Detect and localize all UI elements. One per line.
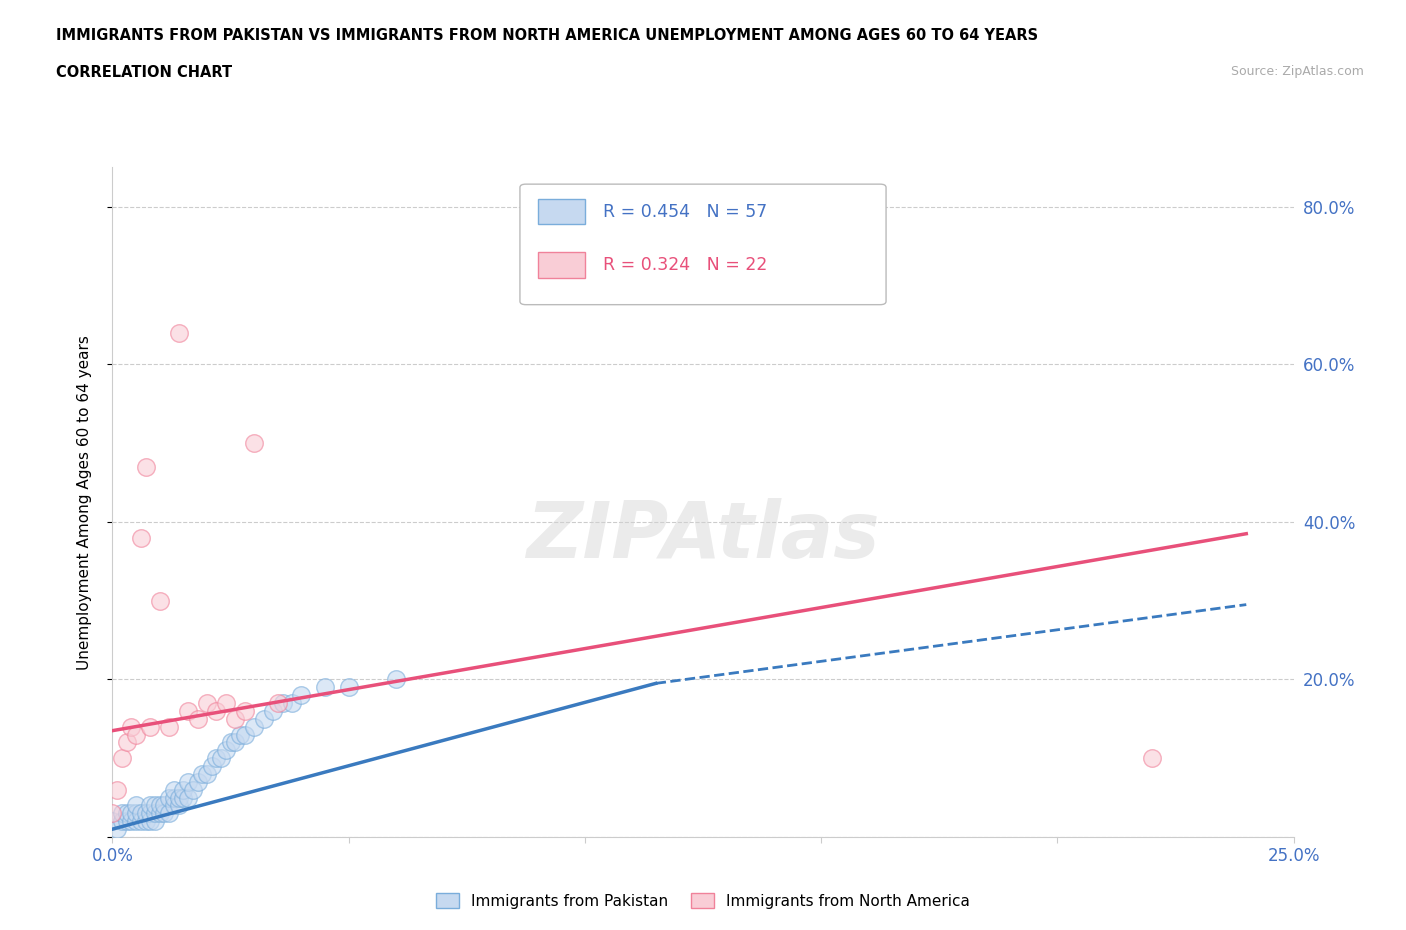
Point — [149, 798, 172, 813]
Point — [157, 790, 180, 805]
Point — [157, 806, 180, 821]
Point — [125, 798, 148, 813]
Point — [115, 806, 138, 821]
Point — [224, 735, 246, 750]
Point — [233, 703, 256, 718]
Point — [186, 711, 208, 726]
Legend: Immigrants from Pakistan, Immigrants from North America: Immigrants from Pakistan, Immigrants fro… — [429, 885, 977, 916]
Point — [243, 435, 266, 450]
Point — [205, 703, 228, 718]
Point — [167, 326, 190, 340]
Point — [115, 814, 138, 829]
Point — [101, 806, 124, 821]
Point — [120, 719, 142, 734]
Point — [111, 751, 134, 765]
Point — [215, 743, 238, 758]
Point — [135, 459, 157, 474]
Point — [139, 814, 162, 829]
Point — [290, 688, 312, 703]
Point — [337, 680, 360, 695]
Point — [163, 790, 186, 805]
Point — [281, 696, 304, 711]
Point — [157, 719, 180, 734]
Point — [149, 593, 172, 608]
Point — [201, 759, 224, 774]
Y-axis label: Unemployment Among Ages 60 to 64 years: Unemployment Among Ages 60 to 64 years — [77, 335, 91, 670]
Text: R = 0.454   N = 57: R = 0.454 N = 57 — [603, 203, 766, 220]
Point — [1140, 751, 1163, 765]
Point — [139, 806, 162, 821]
Point — [219, 735, 242, 750]
Point — [224, 711, 246, 726]
Point — [125, 814, 148, 829]
Point — [115, 735, 138, 750]
Point — [111, 814, 134, 829]
Point — [149, 806, 172, 821]
Point — [125, 727, 148, 742]
Point — [101, 814, 124, 829]
Point — [385, 672, 408, 687]
Point — [209, 751, 232, 765]
Point — [163, 798, 186, 813]
FancyBboxPatch shape — [537, 252, 585, 278]
Point — [120, 806, 142, 821]
Point — [172, 782, 194, 797]
Point — [167, 790, 190, 805]
Point — [233, 727, 256, 742]
Point — [143, 798, 166, 813]
Point — [177, 703, 200, 718]
Point — [129, 814, 152, 829]
Point — [129, 530, 152, 545]
Point — [153, 798, 176, 813]
Text: R = 0.324   N = 22: R = 0.324 N = 22 — [603, 256, 768, 274]
FancyBboxPatch shape — [520, 184, 886, 305]
Point — [243, 719, 266, 734]
Point — [139, 719, 162, 734]
Point — [253, 711, 276, 726]
Point — [167, 798, 190, 813]
Point — [105, 822, 128, 837]
Point — [177, 790, 200, 805]
Point — [120, 814, 142, 829]
Point — [181, 782, 204, 797]
FancyBboxPatch shape — [537, 199, 585, 224]
Point — [163, 782, 186, 797]
Point — [271, 696, 294, 711]
Point — [153, 806, 176, 821]
Point — [186, 775, 208, 790]
Text: CORRELATION CHART: CORRELATION CHART — [56, 65, 232, 80]
Point — [105, 782, 128, 797]
Point — [111, 806, 134, 821]
Point — [172, 790, 194, 805]
Point — [143, 814, 166, 829]
Point — [267, 696, 290, 711]
Point — [215, 696, 238, 711]
Text: ZIPAtlas: ZIPAtlas — [526, 498, 880, 574]
Point — [262, 703, 284, 718]
Point — [125, 806, 148, 821]
Point — [139, 798, 162, 813]
Text: Source: ZipAtlas.com: Source: ZipAtlas.com — [1230, 65, 1364, 78]
Text: IMMIGRANTS FROM PAKISTAN VS IMMIGRANTS FROM NORTH AMERICA UNEMPLOYMENT AMONG AGE: IMMIGRANTS FROM PAKISTAN VS IMMIGRANTS F… — [56, 28, 1039, 43]
Point — [229, 727, 252, 742]
Point — [135, 806, 157, 821]
Point — [195, 766, 218, 781]
Point — [205, 751, 228, 765]
Point — [143, 806, 166, 821]
Point — [135, 814, 157, 829]
Point — [129, 806, 152, 821]
Point — [314, 680, 336, 695]
Point — [191, 766, 214, 781]
Point — [177, 775, 200, 790]
Point — [195, 696, 218, 711]
